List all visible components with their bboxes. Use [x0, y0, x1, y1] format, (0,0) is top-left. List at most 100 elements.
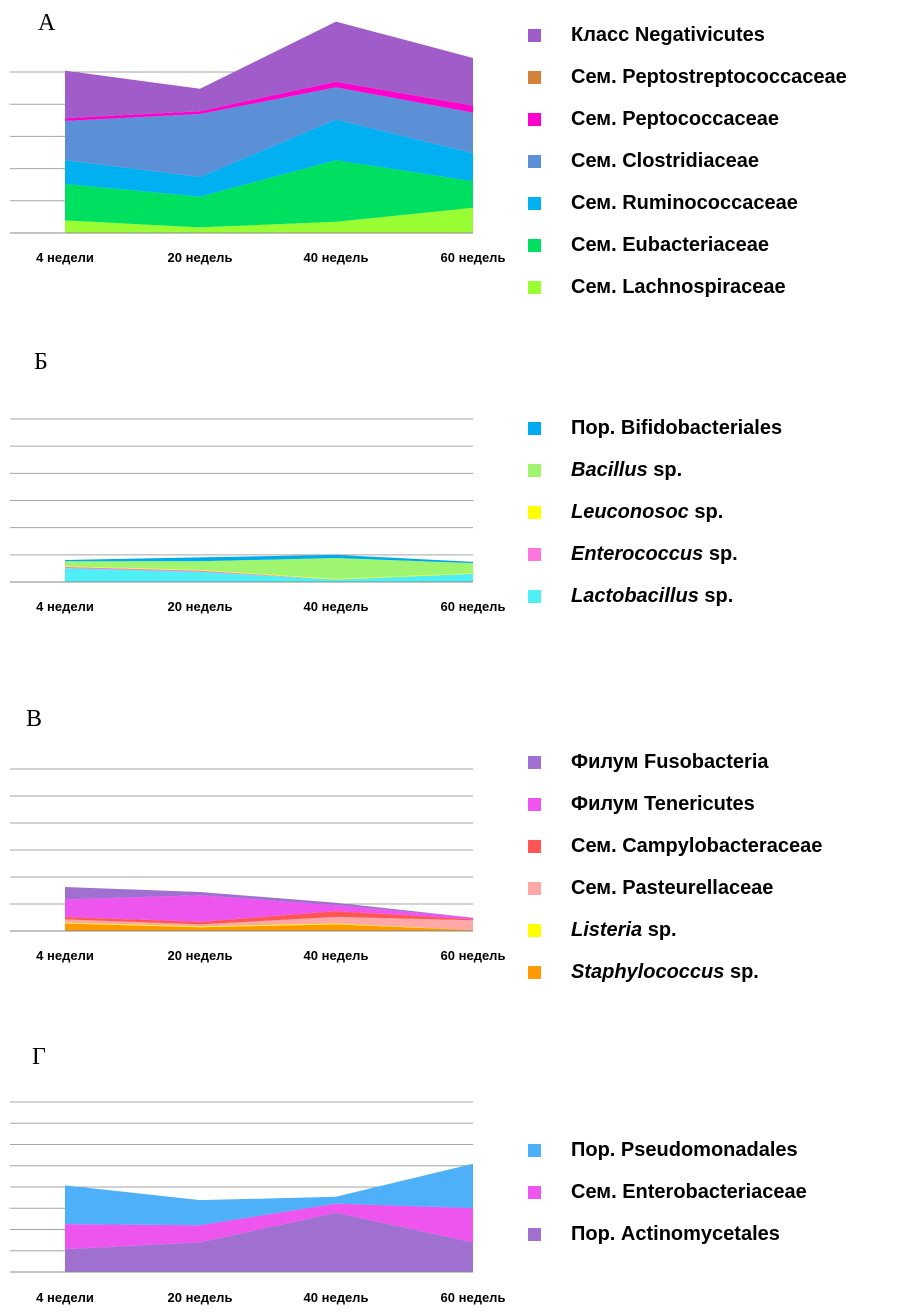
x-tick-label: 20 недель: [168, 599, 233, 614]
x-tick-label: 40 недель: [304, 250, 369, 265]
legend-swatch: [528, 1143, 541, 1157]
legend-label: Leuconosoc sp.: [571, 500, 724, 523]
legend-label-italic: Listeria: [571, 918, 643, 941]
x-tick-label: 60 недель: [441, 599, 506, 614]
legend-item: Сем. Clostridiaceae: [528, 146, 759, 176]
legend-item: Филум Fusobacteria: [528, 747, 769, 777]
legend-label: Класс Negativicutes: [571, 23, 765, 46]
area-chart-v: 4 недели 20 недель 40 недель 60 недель: [10, 768, 506, 963]
area-series-lactobacillus-sp: [65, 568, 473, 582]
legend-item: Lactobacillus sp.: [528, 581, 733, 611]
legend-swatch: [528, 965, 541, 979]
area-series-listeria-sp: [65, 922, 473, 931]
legend-item: Сем. Enterobacteriaceae: [528, 1177, 807, 1207]
legend-label-italic: Lactobacillus: [571, 584, 699, 607]
legend-swatch: [528, 112, 541, 126]
area-series-сем-campylobacteraceae: [65, 911, 473, 925]
legend-swatch: [528, 238, 541, 252]
area-series-пор-actinomycetales: [65, 1212, 473, 1272]
legend-item: Пор. Bifidobacteriales: [528, 413, 782, 443]
legend-swatch: [528, 505, 541, 519]
area-series-сем-pasteurellaceae: [65, 916, 473, 931]
x-tick-label: 60 недель: [441, 1290, 506, 1305]
legend-label: Сем. Campylobacteraceae: [571, 834, 823, 857]
legend-label: Staphylococcus sp.: [571, 960, 759, 983]
legend-swatch: [528, 196, 541, 210]
legend-label: Филум Tenericutes: [571, 792, 755, 815]
legend-swatch: [528, 881, 541, 895]
legend-swatch: [528, 755, 541, 769]
panel-b: Б 4 недели 20 недель 40 недель 60 недель По…: [0, 335, 905, 655]
legend-item: Филум Tenericutes: [528, 789, 755, 819]
legend-swatch: [528, 923, 541, 937]
legend-label: Сем. Enterobacteriaceae: [571, 1180, 807, 1203]
panel-letter: Г: [32, 1044, 46, 1070]
legend-label: Сем. Peptostreptococcaceae: [571, 65, 847, 88]
legend-label: Bacillus sp.: [571, 458, 683, 481]
legend-label: Сем. Ruminococcaceae: [571, 191, 798, 214]
legend-swatch: [528, 421, 541, 435]
x-tick-label: 20 недель: [168, 1290, 233, 1305]
area-series-bacillus-sp: [65, 558, 473, 579]
legend-item: Сем. Campylobacteraceae: [528, 831, 822, 861]
area-series-сем-ruminococcaceae: [65, 119, 473, 197]
panel-letter: Б: [34, 349, 48, 375]
legend-item: Пор. Pseudomonadales: [528, 1135, 798, 1165]
legend-swatch: [528, 797, 541, 811]
x-tick-label: 4 недели: [36, 1290, 94, 1305]
legend-swatch: [528, 547, 541, 561]
legend-item: Пор. Actinomycetales: [528, 1219, 780, 1249]
legend-label: Сем. Lachnospiraceae: [571, 275, 786, 298]
area-series-сем-eubacteriaceae: [65, 160, 473, 228]
legend-item: Сем. Pasteurellaceae: [528, 873, 773, 903]
area-series-staphylococcus-sp: [65, 923, 473, 931]
legend-label: Сем. Peptococcaceae: [571, 107, 779, 130]
x-tick-label: 60 недель: [441, 948, 506, 963]
legend-swatch: [528, 28, 541, 42]
legend-swatch: [528, 1227, 541, 1241]
legend-swatch: [528, 839, 541, 853]
area-chart-g: 4 недели 20 недель 40 недель 60 недель: [10, 1101, 506, 1305]
panel-letter: А: [38, 10, 56, 36]
legend-item: Staphylococcus sp.: [528, 957, 759, 987]
legend-item: Leuconosoc sp.: [528, 497, 723, 527]
legend-swatch: [528, 1185, 541, 1199]
area-series-сем-peptococcaceae: [65, 81, 473, 121]
area-series-филум-tenericutes: [65, 895, 473, 922]
x-tick-label: 20 недель: [168, 250, 233, 265]
panel-v: В 4 недели 20 недель 40 недель 60 недель Фи…: [0, 690, 905, 1010]
legend-swatch: [528, 70, 541, 84]
area-series-сем-clostridiaceae: [65, 87, 473, 177]
legend-label: Listeria sp.: [571, 918, 677, 941]
legend-item: Сем. Ruminococcaceae: [528, 188, 798, 218]
legend-label: Enterococcus sp.: [571, 542, 738, 565]
legend-label-italic: Enterococcus: [571, 542, 704, 565]
legend-item: Enterococcus sp.: [528, 539, 738, 569]
area-series-сем-lachnospiraceae: [65, 207, 473, 233]
legend-item: Сем. Peptococcaceae: [528, 104, 779, 134]
legend-label: Сем. Pasteurellaceae: [571, 876, 774, 899]
legend-label-italic: Leuconosoc: [571, 500, 689, 523]
legend-label-italic: Bacillus: [571, 458, 648, 481]
legend-label-italic: Staphylococcus: [571, 960, 725, 983]
x-tick-label: 4 недели: [36, 948, 94, 963]
legend-label: Сем. Eubacteriaceae: [571, 233, 769, 256]
x-tick-label: 60 недель: [441, 250, 506, 265]
area-series-enterococcus-sp: [65, 566, 473, 580]
legend-item: Класс Negativicutes: [528, 20, 765, 50]
panel-letter: В: [26, 706, 43, 732]
legend-item: Listeria sp.: [528, 915, 677, 945]
legend-swatch: [528, 463, 541, 477]
x-tick-label: 40 недель: [304, 1290, 369, 1305]
panel-g: Г 4 недели 20 недель 40 недель 60 недель По…: [0, 1030, 905, 1314]
legend-label: Пор. Pseudomonadales: [571, 1138, 798, 1161]
legend-label: Пор. Actinomycetales: [571, 1222, 780, 1245]
legend-swatch: [528, 280, 541, 294]
area-series-сем-enterobacteriaceae: [65, 1203, 473, 1250]
x-tick-label: 40 недель: [304, 948, 369, 963]
area-series-пор-bifidobacteriales: [65, 554, 473, 564]
area-series-филум-fusobacteria: [65, 887, 473, 918]
legend-swatch: [528, 154, 541, 168]
panel-a: А 4 недели 20 недель 40 недель 60 недель Кл…: [0, 0, 905, 320]
x-tick-label: 4 недели: [36, 250, 94, 265]
